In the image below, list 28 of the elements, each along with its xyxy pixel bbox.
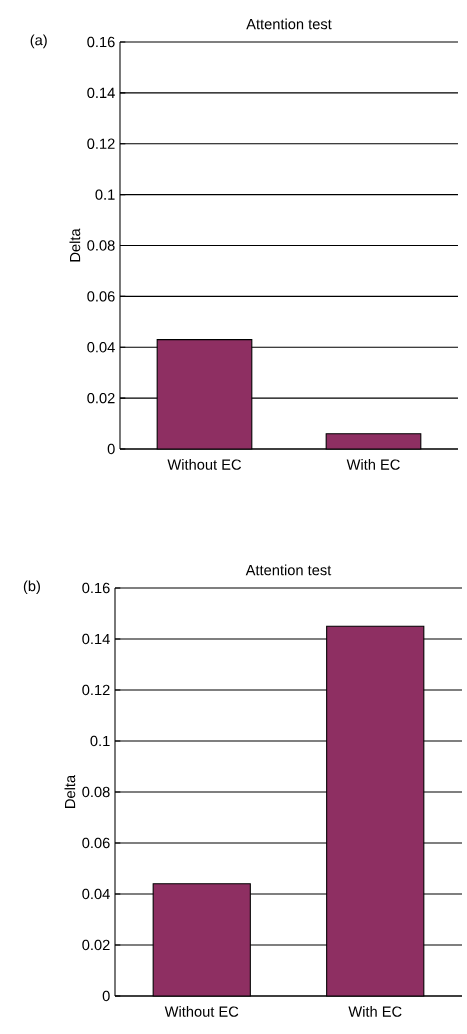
x-tick-label: With EC — [348, 1006, 402, 1017]
text: (a) — [30, 34, 47, 49]
y-tick-label: 0.14 — [82, 633, 110, 645]
y-tick-label: 0.16 — [87, 36, 115, 48]
y-tick-label: 0.1 — [90, 735, 110, 747]
y-tick-label: 0.02 — [87, 392, 115, 404]
y-tick-label: 0.02 — [82, 939, 110, 951]
y-tick-label: 0.12 — [87, 138, 115, 149]
x-tick-label: Without EC — [167, 459, 242, 470]
y-axis-title: Delta — [69, 228, 81, 262]
y-tick-label: 0.08 — [82, 786, 110, 798]
y-tick-label: 0.04 — [82, 888, 110, 900]
chart-title: Attention test — [246, 18, 332, 30]
y-tick-label: 0.06 — [87, 291, 115, 302]
y-tick-label: 0 — [102, 990, 110, 1002]
chart-title: Attention test — [245, 564, 332, 576]
y-tick-label: 0.06 — [82, 837, 110, 849]
y-axis-title: Delta — [64, 774, 76, 808]
y-tick-label: 0 — [107, 443, 115, 455]
x-tick-label: Without EC — [164, 1006, 239, 1017]
text: (b) — [23, 580, 40, 595]
y-tick-label: 0.14 — [87, 87, 115, 99]
y-tick-label: 0.16 — [82, 582, 110, 594]
y-tick-label: 0.12 — [82, 684, 110, 696]
y-tick-label: 0.04 — [87, 342, 115, 353]
y-tick-label: 0.08 — [87, 240, 115, 251]
y-tick-label: 0.1 — [95, 189, 115, 200]
x-tick-label: With EC — [346, 459, 400, 470]
